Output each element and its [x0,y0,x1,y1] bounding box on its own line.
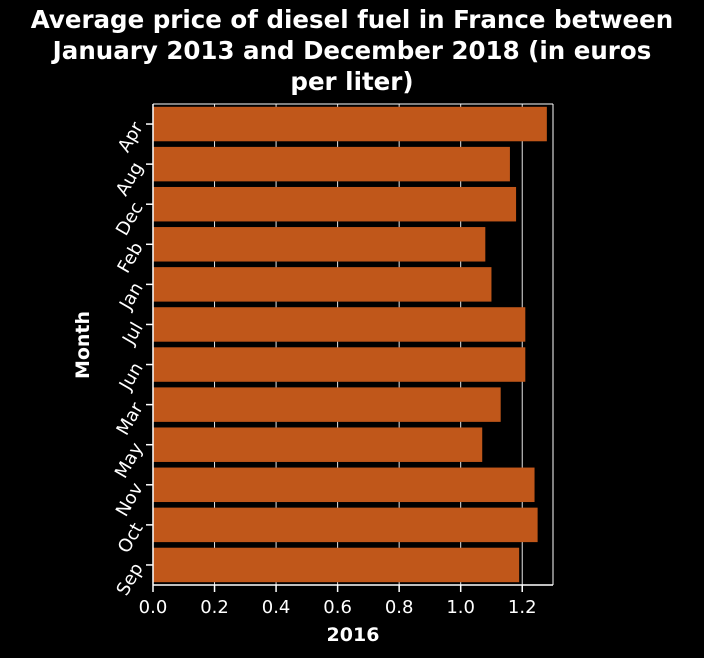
chart-title: Average price of diesel fuel in France b… [0,4,704,97]
y-tick-label-nov: Nov [112,479,148,520]
bar-jul [153,307,526,342]
x-tick-label-5: 1.0 [446,597,475,618]
y-axis-label: Month [72,310,94,380]
y-tick-label-feb: Feb [114,239,148,277]
bar-dec [153,186,517,222]
chart-title-line-3: per liter) [290,67,414,96]
x-tick-label-2: 0.4 [262,597,291,618]
y-tick-label-mar: Mar [112,399,147,439]
y-tick-label-jan: Jan [115,279,148,314]
y-tick-label-jul: Jul [118,319,148,349]
y-tick-label-apr: Apr [114,118,148,156]
bar-may [153,427,483,462]
y-tick-label-oct: Oct [114,519,148,556]
bar-nov [153,467,535,503]
bar-apr [153,106,547,142]
bar-oct [153,507,538,543]
y-tick-label-dec: Dec [112,199,148,240]
y-tick-label-sep: Sep [113,559,148,599]
x-tick-label-0: 0.0 [139,597,168,618]
y-tick-label-aug: Aug [112,159,148,200]
x-tick-label-4: 0.8 [385,597,414,618]
chart-title-line-1: Average price of diesel fuel in France b… [30,5,674,34]
x-tick-label-1: 0.2 [200,597,229,618]
bar-jun [153,347,526,382]
bar-sep [153,547,520,583]
bar-feb [153,227,486,262]
x-tick-label-6: 1.2 [508,597,537,618]
bar-mar [153,387,501,422]
x-axis-label: 2016 [326,624,380,646]
chart-title-line-2: January 2013 and December 2018 (in euros [52,36,652,65]
y-tick-label-jun: Jun [115,359,148,395]
bar-jan [153,267,492,302]
x-tick-label-3: 0.6 [323,597,352,618]
bar-aug [153,146,510,182]
y-tick-label-may: May [111,439,148,482]
